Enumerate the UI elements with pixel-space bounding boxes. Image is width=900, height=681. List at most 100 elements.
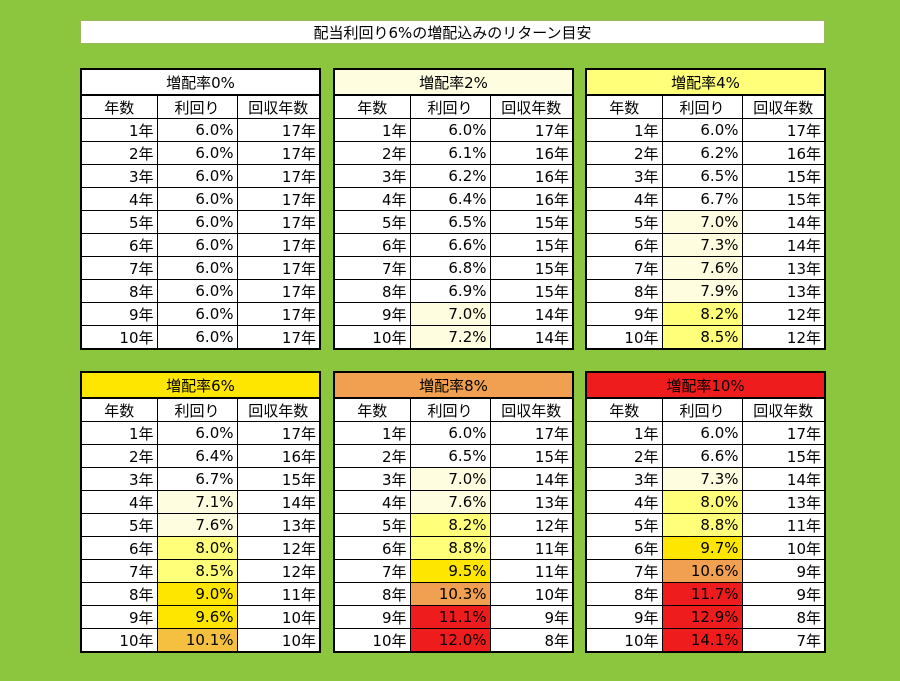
payback-cell: 12年 [236,536,321,560]
yield-cell: 7.2% [409,325,490,349]
yield-cell: 6.0% [156,141,237,165]
payback-cell: 17年 [236,325,321,349]
yield-cell: 6.0% [156,118,237,142]
yield-cell: 10.1% [156,628,237,652]
year-cell: 6年 [80,233,157,257]
payback-cell: 11年 [236,582,321,606]
col-header-payback: 回収年数 [489,397,574,422]
yield-cell: 8.5% [156,559,237,583]
payback-cell: 17年 [236,256,321,280]
table-row: 10年 10.1% 10年 [80,628,321,652]
table-row: 9年 7.0% 14年 [333,302,574,326]
yield-cell: 7.3% [661,467,742,491]
year-cell: 7年 [585,256,662,280]
year-cell: 3年 [80,164,157,188]
yield-cell: 7.0% [409,467,490,491]
year-cell: 8年 [585,279,662,303]
table-row: 5年 7.0% 14年 [585,210,826,234]
payback-cell: 14年 [489,302,574,326]
payback-cell: 10年 [236,605,321,629]
yield-cell: 11.7% [661,582,742,606]
yield-cell: 10.3% [409,582,490,606]
payback-cell: 17年 [236,210,321,234]
col-header-yield: 利回り [409,94,490,119]
col-header-years: 年数 [585,397,662,422]
yield-cell: 7.0% [409,302,490,326]
payback-cell: 16年 [741,141,826,165]
table-row: 6年 8.0% 12年 [80,536,321,560]
year-cell: 9年 [333,302,410,326]
col-header-yield: 利回り [156,94,237,119]
payback-cell: 17年 [489,118,574,142]
payback-cell: 15年 [489,210,574,234]
table-row: 7年 10.6% 9年 [585,559,825,583]
table-row: 5年 6.0% 17年 [80,210,321,234]
year-cell: 1年 [80,421,157,445]
payback-cell: 13年 [741,256,826,280]
payback-cell: 10年 [489,582,574,606]
payback-cell: 9年 [489,605,574,629]
table-row: 5年 8.2% 12年 [333,513,574,537]
year-cell: 3年 [333,467,410,491]
year-cell: 3年 [585,467,662,491]
table-row: 2年 6.5% 15年 [333,444,574,468]
table-row: 2年 6.0% 17年 [80,141,321,165]
year-cell: 6年 [585,233,662,257]
payback-cell: 17年 [236,233,321,257]
yield-cell: 9.5% [409,559,490,583]
table-row: 4年 6.7% 15年 [585,187,826,211]
year-cell: 8年 [333,279,410,303]
yield-cell: 6.0% [156,279,237,303]
payback-cell: 17年 [236,302,321,326]
payback-cell: 17年 [489,421,574,445]
year-cell: 10年 [333,325,410,349]
yield-cell: 6.7% [156,467,237,491]
yield-cell: 8.5% [661,325,742,349]
yield-cell: 6.0% [409,421,490,445]
payback-cell: 15年 [489,256,574,280]
payback-cell: 15年 [489,233,574,257]
table-row: 8年 6.0% 17年 [80,279,321,303]
payback-cell: 14年 [489,325,574,349]
yield-cell: 8.8% [661,513,742,537]
table-row: 9年 9.6% 10年 [80,605,321,629]
yield-cell: 7.1% [156,490,237,514]
table-row: 1年 6.0% 17年 [80,421,321,445]
payback-cell: 13年 [741,490,825,514]
year-cell: 4年 [80,490,157,514]
table-row: 1年 6.0% 17年 [80,118,321,142]
year-cell: 3年 [333,164,410,188]
yield-cell: 6.0% [156,325,237,349]
col-header-years: 年数 [333,397,410,422]
year-cell: 5年 [80,210,157,234]
yield-cell: 6.0% [156,164,237,188]
yield-cell: 8.2% [661,302,742,326]
table-row: 4年 7.6% 13年 [333,490,574,514]
yield-cell: 8.2% [409,513,490,537]
year-cell: 7年 [80,256,157,280]
year-cell: 5年 [333,210,410,234]
payback-cell: 17年 [236,141,321,165]
year-cell: 1年 [80,118,157,142]
yield-cell: 6.2% [409,164,490,188]
year-cell: 8年 [80,279,157,303]
yield-cell: 6.0% [156,210,237,234]
yield-cell: 12.0% [409,628,490,652]
panel-header: 増配率4% [585,68,826,96]
year-cell: 2年 [585,444,662,468]
table-row: 3年 6.2% 16年 [333,164,574,188]
table-row: 2年 6.6% 15年 [585,444,825,468]
table-row: 7年 6.0% 17年 [80,256,321,280]
payback-cell: 16年 [236,444,321,468]
payback-cell: 15年 [741,187,826,211]
year-cell: 7年 [585,559,662,583]
payback-cell: 16年 [489,141,574,165]
yield-cell: 6.5% [409,444,490,468]
payback-cell: 14年 [236,490,321,514]
panel-header: 増配率8% [333,371,574,399]
payback-cell: 8年 [741,605,825,629]
year-cell: 2年 [333,444,410,468]
yield-cell: 6.4% [156,444,237,468]
year-cell: 5年 [585,210,662,234]
table-row: 9年 6.0% 17年 [80,302,321,326]
